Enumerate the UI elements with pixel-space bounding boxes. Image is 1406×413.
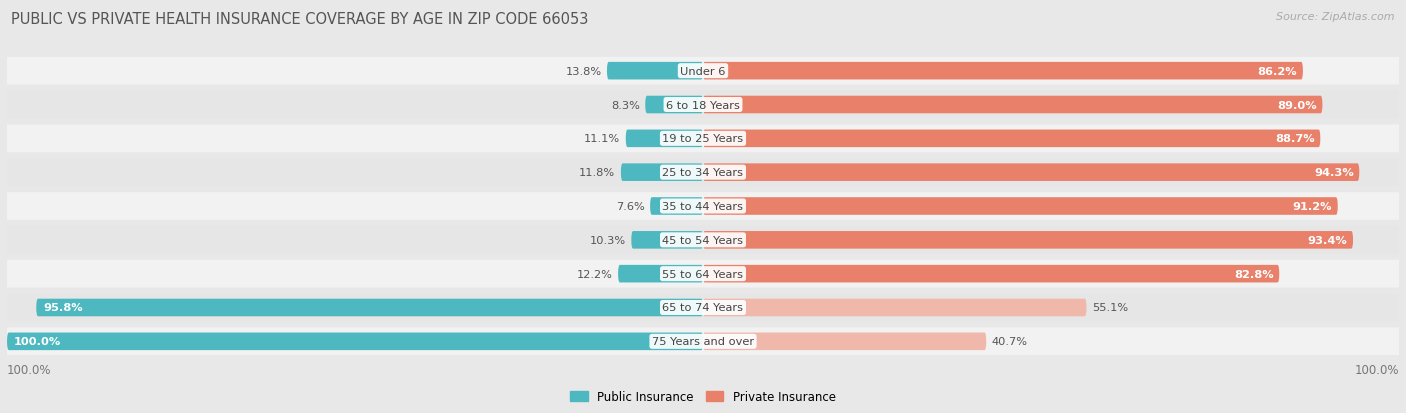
Text: 100.0%: 100.0%: [1354, 363, 1399, 376]
Text: Source: ZipAtlas.com: Source: ZipAtlas.com: [1277, 12, 1395, 22]
FancyBboxPatch shape: [703, 333, 986, 350]
FancyBboxPatch shape: [0, 159, 1406, 187]
Text: 12.2%: 12.2%: [576, 269, 613, 279]
FancyBboxPatch shape: [619, 265, 703, 283]
Text: 6 to 18 Years: 6 to 18 Years: [666, 100, 740, 110]
Text: 82.8%: 82.8%: [1234, 269, 1274, 279]
Text: 35 to 44 Years: 35 to 44 Years: [662, 202, 744, 211]
FancyBboxPatch shape: [37, 299, 703, 316]
FancyBboxPatch shape: [703, 231, 1353, 249]
Text: 94.3%: 94.3%: [1315, 168, 1354, 178]
Text: Under 6: Under 6: [681, 66, 725, 76]
FancyBboxPatch shape: [0, 125, 1406, 153]
FancyBboxPatch shape: [703, 164, 1360, 182]
Text: 100.0%: 100.0%: [14, 337, 62, 347]
FancyBboxPatch shape: [0, 294, 1406, 322]
FancyBboxPatch shape: [703, 63, 1303, 80]
FancyBboxPatch shape: [0, 91, 1406, 119]
Text: 91.2%: 91.2%: [1292, 202, 1331, 211]
FancyBboxPatch shape: [650, 198, 703, 215]
Text: 100.0%: 100.0%: [7, 363, 52, 376]
FancyBboxPatch shape: [7, 333, 703, 350]
FancyBboxPatch shape: [621, 164, 703, 182]
FancyBboxPatch shape: [0, 192, 1406, 221]
Text: 65 to 74 Years: 65 to 74 Years: [662, 303, 744, 313]
Text: 89.0%: 89.0%: [1277, 100, 1317, 110]
Text: 88.7%: 88.7%: [1275, 134, 1315, 144]
Text: 8.3%: 8.3%: [610, 100, 640, 110]
Text: 93.4%: 93.4%: [1308, 235, 1347, 245]
Text: 7.6%: 7.6%: [616, 202, 644, 211]
FancyBboxPatch shape: [0, 226, 1406, 254]
Text: 95.8%: 95.8%: [44, 303, 83, 313]
Text: 11.8%: 11.8%: [579, 168, 616, 178]
FancyBboxPatch shape: [703, 97, 1323, 114]
Text: 11.1%: 11.1%: [583, 134, 620, 144]
FancyBboxPatch shape: [645, 97, 703, 114]
Text: 25 to 34 Years: 25 to 34 Years: [662, 168, 744, 178]
FancyBboxPatch shape: [703, 299, 1087, 316]
FancyBboxPatch shape: [0, 260, 1406, 288]
Text: 55.1%: 55.1%: [1092, 303, 1128, 313]
Text: 19 to 25 Years: 19 to 25 Years: [662, 134, 744, 144]
FancyBboxPatch shape: [703, 130, 1320, 148]
Text: 40.7%: 40.7%: [991, 337, 1028, 347]
FancyBboxPatch shape: [626, 130, 703, 148]
Legend: Public Insurance, Private Insurance: Public Insurance, Private Insurance: [565, 385, 841, 408]
FancyBboxPatch shape: [703, 198, 1337, 215]
Text: 45 to 54 Years: 45 to 54 Years: [662, 235, 744, 245]
Text: 13.8%: 13.8%: [565, 66, 602, 76]
FancyBboxPatch shape: [607, 63, 703, 80]
FancyBboxPatch shape: [631, 231, 703, 249]
FancyBboxPatch shape: [0, 58, 1406, 85]
FancyBboxPatch shape: [703, 265, 1279, 283]
Text: 55 to 64 Years: 55 to 64 Years: [662, 269, 744, 279]
Text: 75 Years and over: 75 Years and over: [652, 337, 754, 347]
Text: PUBLIC VS PRIVATE HEALTH INSURANCE COVERAGE BY AGE IN ZIP CODE 66053: PUBLIC VS PRIVATE HEALTH INSURANCE COVER…: [11, 12, 589, 27]
FancyBboxPatch shape: [0, 328, 1406, 355]
Text: 10.3%: 10.3%: [589, 235, 626, 245]
Text: 86.2%: 86.2%: [1258, 66, 1298, 76]
